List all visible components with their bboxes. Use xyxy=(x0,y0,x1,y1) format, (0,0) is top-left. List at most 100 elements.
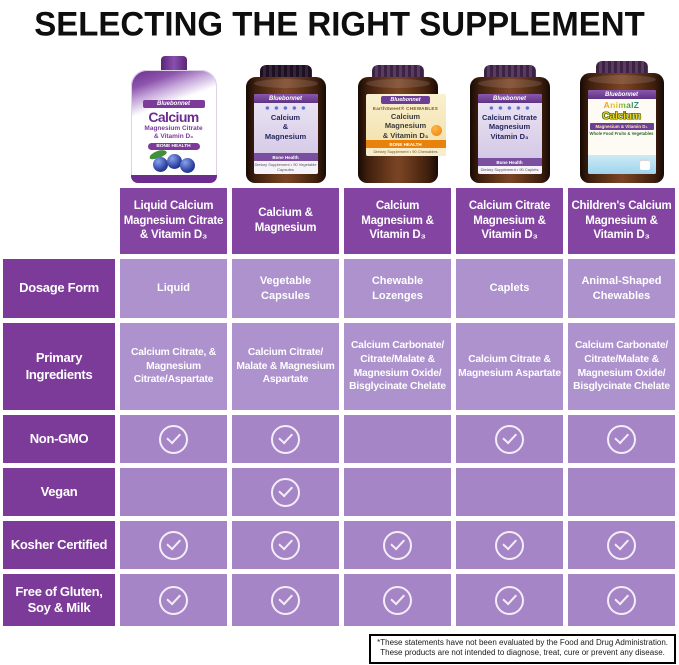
column-header-childrens-calcium: Children's Calcium Magnesium & Vitamin D… xyxy=(568,188,675,254)
cell-vegan-4 xyxy=(456,468,563,516)
cell-ingredients-2: Calcium Citrate/ Malate & Magnesium Aspa… xyxy=(232,323,339,410)
row-header-free-of: Free of Gluten, Soy & Milk xyxy=(3,574,115,626)
disclaimer-line-2: These products are not intended to diagn… xyxy=(380,648,665,658)
bottle-cap xyxy=(259,65,312,79)
page-title: SELECTING THE RIGHT SUPPLEMENT xyxy=(34,4,645,44)
cell-free-of-4 xyxy=(456,574,563,626)
bottle-label: Bluebonnet Calcium & Magnesium Bone Heal… xyxy=(253,94,318,174)
cell-ingredients-3: Calcium Carbonate/ Citrate/Malate & Magn… xyxy=(344,323,451,410)
bottle-label-line: Magnesium Citrate xyxy=(144,125,203,132)
cell-dosage-form-2: Vegetable Capsules xyxy=(232,259,339,318)
checkmark-icon xyxy=(271,477,300,507)
checkmark-icon xyxy=(607,424,636,454)
blueberry-icon xyxy=(152,157,168,173)
bottle-body: Bluebonnet Calcium Magnesium Citrate & V… xyxy=(130,70,217,183)
cell-non-gmo-3 xyxy=(344,415,451,463)
bottle-brand: Bluebonnet xyxy=(253,94,318,103)
cell-vegan-5 xyxy=(568,468,675,516)
checkmark-icon xyxy=(607,585,636,615)
bottle-cap xyxy=(595,61,648,75)
bottles-row: Bluebonnet Calcium Magnesium Citrate & V… xyxy=(0,47,679,183)
blueberry-icon xyxy=(166,154,182,170)
cell-non-gmo-4 xyxy=(456,415,563,463)
column-header-calcium-magnesium-d3: Calcium Magnesium & Vitamin D₃ xyxy=(344,188,451,254)
cell-ingredients-5: Calcium Carbonate/ Citrate/Malate & Magn… xyxy=(568,323,675,410)
column-header-calcium-citrate: Calcium Citrate Magnesium & Vitamin D₃ xyxy=(456,188,563,254)
disclaimer-box: *These statements have not been evaluate… xyxy=(369,634,676,664)
bottle-brand: Bluebonnet xyxy=(587,90,656,99)
bottle-badge: Bone Health xyxy=(477,158,542,166)
bottle-label: Bluebonnet Calcium Citrate Magnesium Vit… xyxy=(477,94,542,174)
bottle-liquid-calcium: Bluebonnet Calcium Magnesium Citrate & V… xyxy=(130,56,218,183)
cell-free-of-3 xyxy=(344,574,451,626)
cell-dosage-form-3: Chewable Lozenges xyxy=(344,259,451,318)
bottle-badge: Bone Health xyxy=(253,153,318,161)
bottle-label-footer: Dietary Supplement • 90 Vegetable Capsul… xyxy=(253,161,318,174)
cell-ingredients-4: Calcium Citrate & Magnesium Aspartate xyxy=(456,323,563,410)
bottle-label-footer: Dietary Supplement • 90 Chewables xyxy=(365,148,446,157)
cell-kosher-3 xyxy=(344,521,451,569)
cell-ingredients-1: Calcium Citrate, & Magnesium Citrate/Asp… xyxy=(120,323,227,410)
row-header-dosage-form: Dosage Form xyxy=(3,259,115,318)
cell-dosage-form-5: Animal-Shaped Chewables xyxy=(568,259,675,318)
cell-vegan-1 xyxy=(120,468,227,516)
cell-dosage-form-4: Caplets xyxy=(456,259,563,318)
bottle-label-bottom xyxy=(587,155,656,174)
cell-free-of-1 xyxy=(120,574,227,626)
cell-kosher-1 xyxy=(120,521,227,569)
bottle-badge: BONE HEALTH xyxy=(147,143,200,151)
cell-non-gmo-1 xyxy=(120,415,227,463)
bottle-label-line: Whole Food Fruits & Vegetables xyxy=(589,131,654,136)
bottle-label-title: Calcium xyxy=(602,110,641,122)
bottle-label-footer: Dietary Supplement • 90 Caplets xyxy=(477,166,542,174)
bottle-calcium-magnesium: Bluebonnet Calcium & Magnesium Bone Heal… xyxy=(245,65,326,183)
checkmark-icon xyxy=(495,424,524,454)
cell-vegan-3 xyxy=(344,468,451,516)
checkmark-icon xyxy=(495,585,524,615)
bottle-label-title: Calcium & Magnesium xyxy=(264,113,307,141)
cell-dosage-form-1: Liquid xyxy=(120,259,227,318)
row-header-non-gmo: Non-GMO xyxy=(3,415,115,463)
bottle-chewables-calcium: Bluebonnet EarthSweet® CHEWABLES Calcium… xyxy=(357,65,446,183)
bottle-label-title: Calcium Citrate Magnesium Vitamin D₃ xyxy=(481,113,538,141)
bottle-label: Bluebonnet EarthSweet® CHEWABLES Calcium… xyxy=(365,94,446,157)
bottle-label-line: Magnesium & Vitamin D₃ xyxy=(589,123,654,130)
bottle-calcium-citrate: Bluebonnet Calcium Citrate Magnesium Vit… xyxy=(469,65,550,183)
cell-free-of-5 xyxy=(568,574,675,626)
cell-vegan-2 xyxy=(232,468,339,516)
checkmark-icon xyxy=(383,585,412,615)
cell-kosher-4 xyxy=(456,521,563,569)
flowers-graphic xyxy=(263,104,308,112)
bottle-label: Bluebonnet AnimalZ Calcium Magnesium & V… xyxy=(587,90,656,174)
bottle-body: Bluebonnet EarthSweet® CHEWABLES Calcium… xyxy=(357,77,446,183)
table-corner xyxy=(3,188,115,254)
row-header-kosher: Kosher Certified xyxy=(3,521,115,569)
column-header-calcium-magnesium: Calcium & Magnesium xyxy=(232,188,339,254)
cell-free-of-2 xyxy=(232,574,339,626)
bottle-cap xyxy=(160,56,187,71)
bottle-body: Bluebonnet Calcium & Magnesium Bone Heal… xyxy=(245,77,326,183)
checkmark-icon xyxy=(159,530,188,560)
checkmark-icon xyxy=(607,530,636,560)
cell-non-gmo-5 xyxy=(568,415,675,463)
bottle-label-line: EarthSweet® CHEWABLES xyxy=(372,106,439,111)
checkmark-icon xyxy=(159,585,188,615)
checkmark-icon xyxy=(495,530,524,560)
bottle-body: Bluebonnet AnimalZ Calcium Magnesium & V… xyxy=(579,73,664,183)
bottle-label-title: Calcium xyxy=(148,109,199,125)
bottle-body: Bluebonnet Calcium Citrate Magnesium Vit… xyxy=(469,77,550,183)
disclaimer-line-1: *These statements have not been evaluate… xyxy=(377,638,668,647)
column-header-liquid-calcium: Liquid Calcium Magnesium Citrate & Vitam… xyxy=(120,188,227,254)
checkmark-icon xyxy=(271,585,300,615)
bottle-label-line: & Vitamin D₃ xyxy=(153,133,194,141)
bottle-brand: Bluebonnet xyxy=(142,100,205,108)
checkmark-icon xyxy=(271,424,300,454)
bottle-brand: Bluebonnet xyxy=(380,96,431,104)
blueberry-icon xyxy=(179,158,195,174)
bottle-bottom-strip xyxy=(130,175,217,183)
checkmark-icon xyxy=(159,424,188,454)
bottle-badge: BONE HEALTH xyxy=(365,140,446,149)
cell-kosher-2 xyxy=(232,521,339,569)
disclaimer: *These statements have not been evaluate… xyxy=(0,634,679,664)
